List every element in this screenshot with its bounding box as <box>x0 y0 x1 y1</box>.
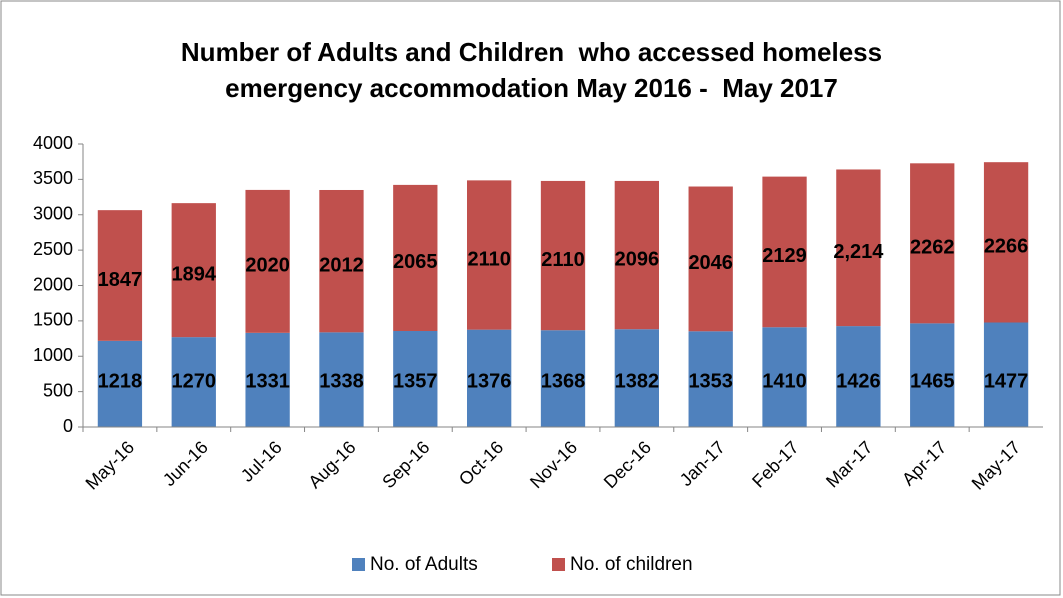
y-tick-label: 0 <box>63 416 73 436</box>
data-label: 1477 <box>984 370 1029 392</box>
y-tick-label: 1000 <box>33 345 73 365</box>
data-label: 2096 <box>615 248 660 270</box>
bar-segment <box>171 203 216 338</box>
bar-segment <box>467 329 512 427</box>
bar-segment <box>836 326 881 427</box>
bar-segment <box>540 180 586 331</box>
chart-title: Number of Adults and Children who access… <box>180 37 890 103</box>
y-tick-label: 2500 <box>33 239 73 259</box>
data-label: 2012 <box>319 254 364 276</box>
data-label: 1465 <box>910 370 955 392</box>
data-label: 1331 <box>245 370 290 392</box>
bar-segment <box>762 327 807 427</box>
y-tick-label: 4000 <box>33 133 73 153</box>
data-label: 2046 <box>688 252 733 274</box>
data-label: 1338 <box>319 370 364 392</box>
bar-segment <box>245 189 290 333</box>
bar-segment <box>540 330 586 427</box>
y-tick-label: 2000 <box>33 274 73 294</box>
bar-segment <box>983 162 1029 323</box>
y-tick-label: 500 <box>43 380 73 400</box>
legend-label: No. of Adults <box>370 554 478 575</box>
bar-segment <box>614 329 659 427</box>
data-label: 2262 <box>910 237 955 259</box>
bar-segment <box>97 340 143 427</box>
data-label: 2065 <box>393 251 438 273</box>
y-tick-label: 1500 <box>33 310 73 330</box>
data-label: 1894 <box>172 263 217 285</box>
bar-segment <box>983 322 1029 427</box>
data-label: 2020 <box>245 255 290 277</box>
data-label: 1270 <box>172 370 217 392</box>
legend-swatch <box>552 558 565 571</box>
bar-segment <box>614 180 659 330</box>
data-label: 1376 <box>467 370 512 392</box>
data-label: 2110 <box>467 248 510 270</box>
data-label: 2,214 <box>833 241 884 263</box>
legend-label: No. of children <box>570 554 693 575</box>
bar-segment <box>688 186 733 332</box>
bar-segment <box>762 176 807 328</box>
data-label: 2266 <box>984 236 1029 258</box>
data-label: 2129 <box>762 245 807 267</box>
data-label: 1426 <box>836 370 881 392</box>
bar-segment <box>910 323 955 427</box>
y-tick-label: 3000 <box>33 204 73 224</box>
data-label: 1410 <box>762 370 807 392</box>
data-label: 1368 <box>541 370 586 392</box>
bar-segment <box>393 184 438 331</box>
bar-segment <box>245 332 290 427</box>
data-label: 1218 <box>98 370 143 392</box>
bar-segment <box>319 189 364 333</box>
data-label: 1353 <box>688 370 733 392</box>
data-label: 1382 <box>615 370 660 392</box>
bar-segment <box>467 180 512 330</box>
legend-swatch <box>352 558 365 571</box>
bar-segment <box>97 210 143 341</box>
bar-segment <box>836 169 881 327</box>
bar-segment <box>319 332 364 427</box>
bar-segment <box>171 337 216 427</box>
bar-segment <box>910 163 955 324</box>
bar-segment <box>393 330 438 427</box>
data-label: 1847 <box>98 269 143 291</box>
y-tick-label: 3500 <box>33 168 73 188</box>
bar-segment <box>688 331 733 427</box>
data-label: 2110 <box>541 249 584 271</box>
data-label: 1357 <box>393 370 438 392</box>
